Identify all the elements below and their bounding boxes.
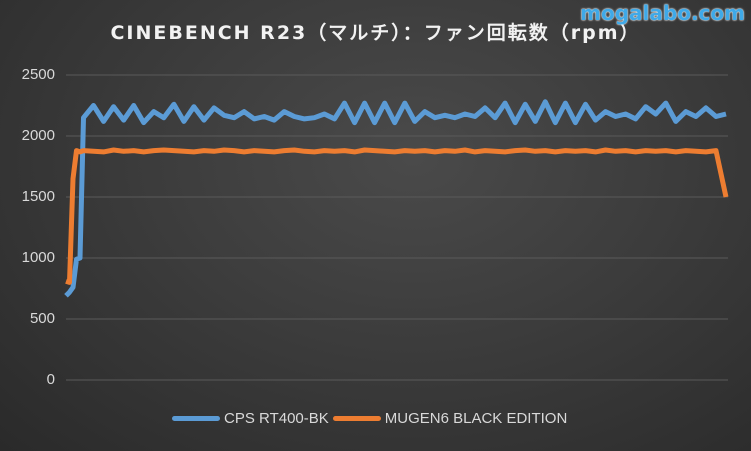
series-line-cps-rt400-bk <box>64 99 727 298</box>
y-tick: 500 <box>29 310 55 327</box>
chart-title: CINEBENCH R23（マルチ）：ファン回転数（rpm） <box>110 22 641 44</box>
y-tick: 1500 <box>21 188 55 205</box>
legend-swatch-icon <box>172 416 220 421</box>
legend-item-mugen6-black-edition: MUGEN6 BLACK EDITION <box>332 410 568 427</box>
y-tick: 2500 <box>21 66 55 83</box>
series-line-mugen6-black-edition <box>65 147 729 285</box>
legend-label: CPS RT400-BK <box>224 410 329 427</box>
y-tick: 2000 <box>21 127 55 144</box>
watermark: mogalabo.com <box>580 1 745 25</box>
legend-swatch-icon <box>332 416 381 421</box>
legend-item-cps-rt400-bk: CPS RT400-BK <box>172 410 329 427</box>
y-tick: 1000 <box>21 249 55 266</box>
gridlines <box>66 74 728 381</box>
legend-label: MUGEN6 BLACK EDITION <box>384 410 568 427</box>
legend: CPS RT400-BK MUGEN6 BLACK EDITION <box>172 410 571 427</box>
y-tick: 0 <box>46 371 55 388</box>
